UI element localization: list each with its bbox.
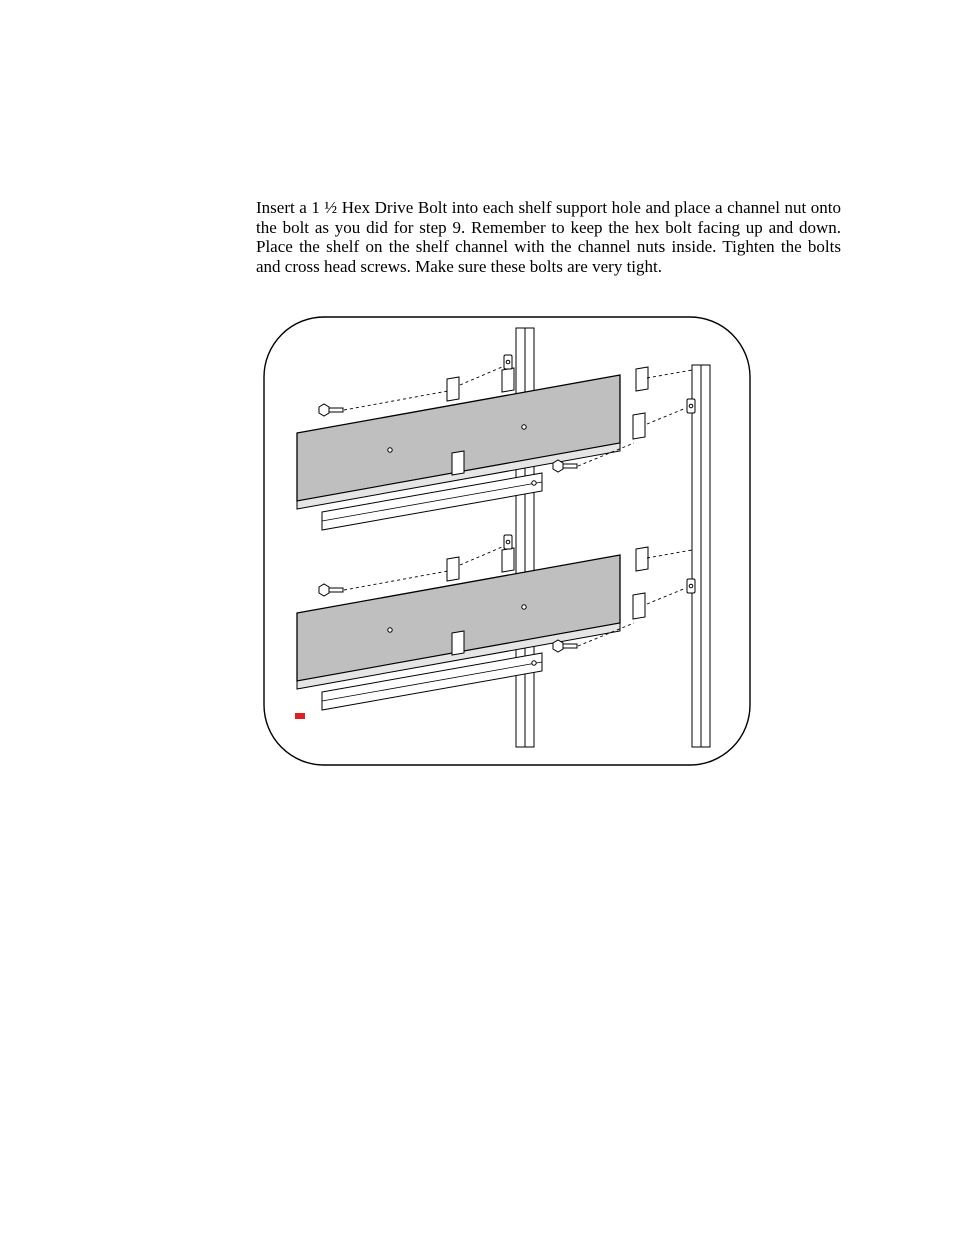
instruction-paragraph: Insert a 1 ½ Hex Drive Bolt into each sh… [256,198,841,276]
red-marker [295,713,305,719]
assembly-diagram [262,315,752,767]
document-page: Insert a 1 ½ Hex Drive Bolt into each sh… [0,0,954,1235]
